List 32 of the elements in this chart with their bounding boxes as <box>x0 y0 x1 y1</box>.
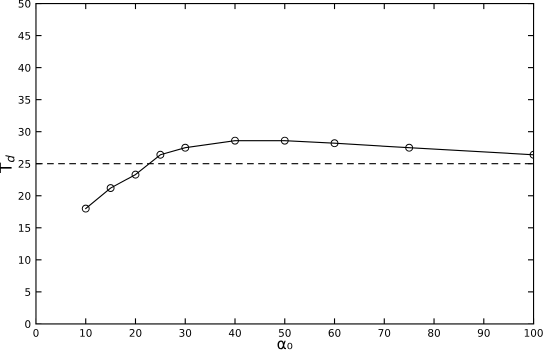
point <box>330 139 338 148</box>
y-tick-label: 30 <box>18 128 30 136</box>
x-tick-label: 50 <box>278 328 291 337</box>
x-tick-label: 70 <box>378 328 390 337</box>
y-tick-label: 10 <box>19 256 30 264</box>
y-tick-label: 0 <box>25 320 30 328</box>
x-tick-label: 30 <box>179 328 192 337</box>
x-tick-label: 20 <box>130 328 142 337</box>
y-tick-label: 5 <box>25 288 30 296</box>
x-tick-label: 80 <box>428 328 440 337</box>
point <box>231 136 239 145</box>
x-tick-label: 0 <box>33 328 39 337</box>
y-tick-label: 40 <box>18 64 30 72</box>
x-tick-label: 60 <box>328 328 340 337</box>
x-axis-title: α₀ <box>278 340 292 350</box>
x-tick-label: 90 <box>478 328 490 337</box>
y-tick-label: 45 <box>18 32 30 40</box>
y-tick-label: 50 <box>18 0 30 8</box>
y-tick-label: 15 <box>19 224 30 232</box>
x-tick-label: 100 <box>524 328 543 337</box>
point <box>156 150 164 159</box>
point <box>106 184 115 192</box>
y-tick-label: 20 <box>18 192 30 200</box>
point <box>280 136 289 145</box>
y-tick-label: 35 <box>18 96 30 104</box>
point <box>181 144 190 152</box>
point <box>132 170 140 179</box>
x-tick-label: 40 <box>228 328 241 337</box>
x-tick-label: 10 <box>80 328 92 337</box>
y-tick-label: 25 <box>18 160 30 168</box>
point <box>82 204 90 213</box>
point <box>405 144 414 152</box>
